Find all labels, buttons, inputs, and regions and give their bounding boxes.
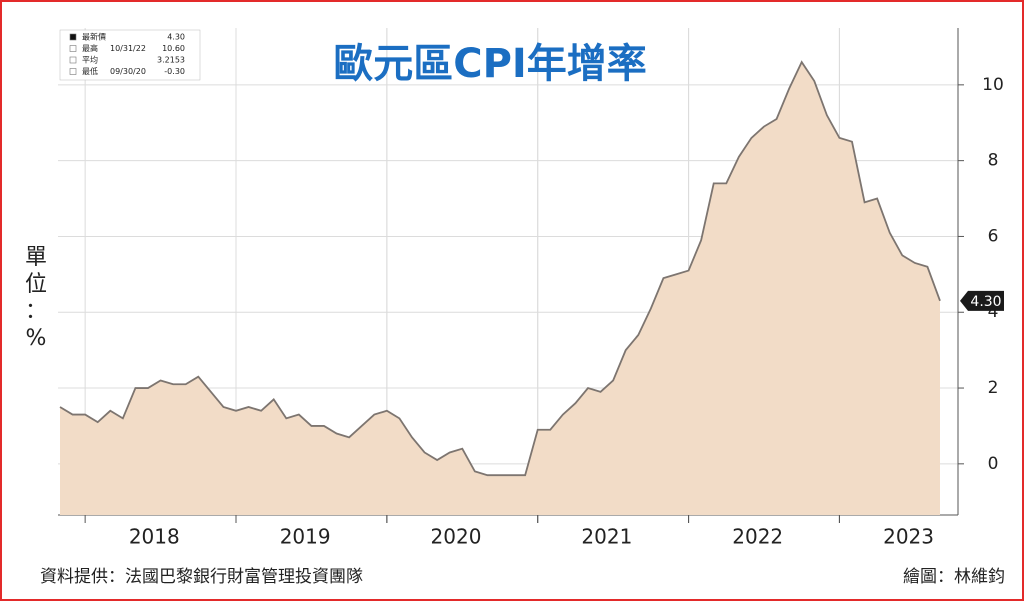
y-label-char: 單 bbox=[25, 245, 47, 270]
stats-cell: 3.2153 bbox=[157, 56, 185, 65]
stats-icon bbox=[69, 45, 77, 52]
y-tick-label: 10 bbox=[982, 75, 1004, 95]
area bbox=[60, 62, 940, 516]
stats-cell: -0.30 bbox=[164, 67, 185, 76]
x-tick-label: 2021 bbox=[581, 525, 632, 549]
stats: 最新價 4.30 最高 10/31/22 10.60 平均 3.2153 最低 09/30/20… bbox=[69, 32, 185, 76]
y-label-char: 位 bbox=[25, 272, 47, 297]
stats-cell: 4.30 bbox=[167, 33, 185, 42]
x-tick-label: 2019 bbox=[280, 525, 331, 549]
chart-title: 歐元區CPI年增率 bbox=[333, 41, 647, 87]
x-tick-label: 2023 bbox=[883, 525, 934, 549]
stats-box bbox=[59, 29, 201, 81]
stats-cell: 09/30/20 bbox=[110, 67, 146, 76]
credit: 繪圖：林維鈞 bbox=[903, 567, 1005, 587]
y-tick-label: 0 bbox=[988, 454, 999, 474]
value-label-box bbox=[960, 290, 1004, 311]
y-label-char: % bbox=[26, 326, 47, 351]
x-tick-label: 2020 bbox=[431, 525, 482, 549]
y-tick-label: 2 bbox=[988, 378, 999, 398]
stats-cell: 平均 bbox=[82, 55, 98, 65]
stats-cell: 最高 bbox=[82, 43, 98, 53]
marks bbox=[59, 60, 941, 516]
y-label-char: ： bbox=[25, 299, 47, 324]
x-tick-label: 2018 bbox=[129, 525, 180, 549]
x-tick-label: 2022 bbox=[732, 525, 783, 549]
stats-cell: 10.60 bbox=[162, 44, 185, 53]
y-tick-label: 8 bbox=[988, 151, 999, 171]
y-axis-label: 單位：% bbox=[25, 245, 47, 351]
value-label: 4.30 bbox=[970, 294, 1001, 310]
stats-icon bbox=[69, 33, 77, 41]
y-tick-label: 4 bbox=[988, 302, 999, 322]
y-tick-label: 6 bbox=[988, 226, 999, 246]
stats-cell: 最低 bbox=[82, 66, 98, 76]
stats-cell: 最新價 bbox=[82, 32, 106, 42]
stats-cell: 10/31/22 bbox=[110, 44, 146, 53]
stats-icon bbox=[69, 56, 77, 64]
source: 資料提供：法國巴黎銀行財富管理投資團隊 bbox=[40, 567, 363, 587]
stats-icon bbox=[69, 68, 77, 75]
line bbox=[59, 60, 941, 477]
